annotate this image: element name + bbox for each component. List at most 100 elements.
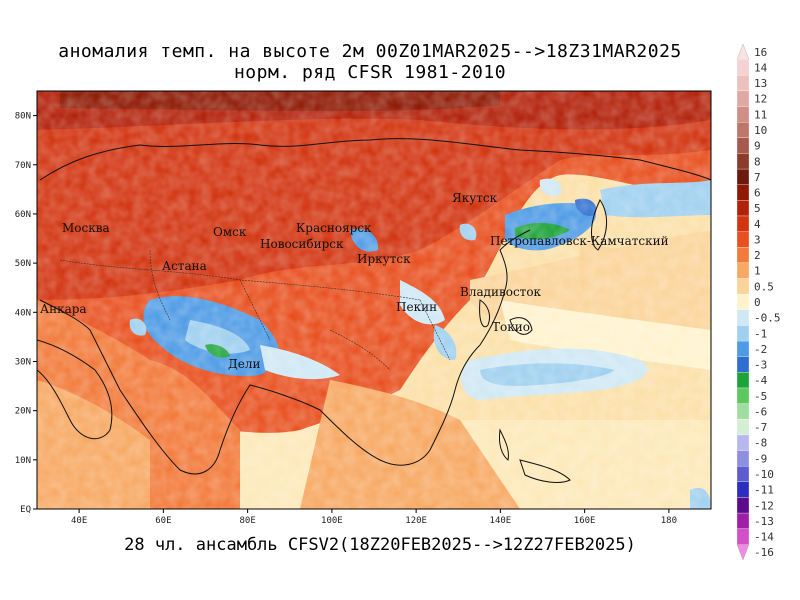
colorbar-swatch — [736, 450, 750, 467]
map-frame — [36, 90, 712, 510]
lat-tick-label: EQ — [20, 505, 31, 515]
colorbar-swatch — [736, 106, 750, 123]
colorbar-label: 0.5 — [754, 280, 774, 293]
city-label: Иркутск — [357, 252, 411, 266]
city-label: Владивосток — [460, 285, 542, 299]
colorbar-swatch — [736, 168, 750, 185]
colorbar-swatch — [736, 403, 750, 420]
colorbar-swatch — [736, 497, 750, 514]
lat-tick-label: 50N — [15, 259, 31, 269]
colorbar-swatch — [736, 434, 750, 451]
colorbar-label: -4 — [754, 374, 768, 387]
colorbar-label: 1 — [754, 265, 761, 278]
colorbar-swatch — [736, 247, 750, 264]
colorbar-label: 3 — [754, 233, 761, 246]
colorbar-label: -6 — [754, 405, 767, 418]
lat-tick-label: 40N — [15, 308, 31, 318]
colorbar-swatch — [736, 512, 750, 529]
colorbar-swatch — [736, 340, 750, 357]
colorbar-swatch — [736, 544, 750, 561]
colorbar-swatch — [736, 43, 750, 60]
lat-tick-label: 70N — [15, 161, 31, 171]
colorbar-swatch — [736, 356, 750, 373]
colorbar-label: 13 — [754, 77, 767, 90]
city-label: Токио — [492, 320, 530, 334]
colorbar-swatch — [736, 200, 750, 217]
colorbar-swatch — [736, 309, 750, 326]
colorbar-swatch — [736, 372, 750, 389]
colorbar-label: 16 — [754, 46, 767, 59]
city-label: Омск — [213, 225, 247, 239]
lon-tick-label: 160E — [574, 516, 596, 526]
lat-tick-label: 60N — [15, 210, 31, 220]
colorbar-swatch — [736, 215, 750, 232]
anomaly-field — [37, 91, 711, 509]
colorbar-label: 6 — [754, 187, 761, 200]
map-title: аномалия темп. на высоте 2м 00Z01MAR2025… — [58, 41, 682, 62]
lon-tick-label: 180 — [661, 516, 677, 526]
colorbar-label: 0 — [754, 296, 761, 309]
colorbar: 16 14 13 12 11 10 9 8 7 6 5 4 3 2 1 0.5 0 -0.5 -1 -2 -3 -4 -5 -… — [736, 43, 781, 561]
colorbar-label: 11 — [754, 108, 767, 121]
lat-tick-label: 30N — [15, 357, 31, 367]
colorbar-label: -10 — [754, 468, 774, 481]
colorbar-label: -13 — [754, 515, 774, 528]
colorbar-label: -7 — [754, 421, 767, 434]
city-label: Якутск — [452, 191, 498, 205]
city-label: Астана — [162, 259, 207, 273]
lon-tick-label: 100E — [321, 516, 343, 526]
colorbar-label: 4 — [754, 218, 761, 231]
colorbar-swatch — [736, 59, 750, 76]
city-label: Дели — [228, 357, 260, 371]
lat-tick-label: 80N — [15, 112, 31, 122]
colorbar-swatch — [736, 75, 750, 92]
colorbar-swatch — [736, 122, 750, 138]
lon-tick-label: 40E — [71, 516, 87, 526]
colorbar-swatch — [736, 294, 750, 310]
colorbar-label: -2 — [754, 343, 767, 356]
lon-tick-label: 60E — [155, 516, 171, 526]
colorbar-swatch — [736, 153, 750, 170]
colorbar-swatch — [736, 90, 750, 107]
colorbar-swatch — [736, 387, 750, 404]
map-footer: 28 чл. ансамбль CFSV2(18Z20FEB2025-->12Z… — [124, 535, 636, 555]
colorbar-swatch — [736, 419, 750, 436]
colorbar-label: 8 — [754, 155, 761, 168]
lat-tick-label: 20N — [15, 407, 31, 417]
colorbar-label: 12 — [754, 93, 767, 106]
colorbar-label: 7 — [754, 171, 761, 184]
city-label: Москва — [62, 221, 110, 235]
colorbar-label: 10 — [754, 124, 767, 137]
lon-tick-label: 140E — [490, 516, 512, 526]
colorbar-swatch — [736, 325, 750, 342]
city-label: Новосибирск — [260, 237, 344, 251]
colorbar-label: -3 — [754, 359, 767, 372]
map-subtitle: норм. ряд CFSR 1981-2010 — [233, 62, 507, 83]
colorbar-label: 2 — [754, 249, 761, 262]
colorbar-swatch — [736, 262, 750, 279]
colorbar-label: 14 — [754, 61, 768, 74]
colorbar-label: -8 — [754, 437, 767, 450]
colorbar-swatch — [736, 481, 750, 498]
colorbar-swatch — [736, 231, 750, 248]
map-axes: 40E 60E 80E 100E 120E 140E 160E 180 EQ 10N 20N 30N 4… — [15, 112, 677, 526]
colorbar-label: -9 — [754, 452, 767, 465]
lon-tick-label: 120E — [405, 516, 427, 526]
city-labels: Москва Омск Красноярск Новосибирск Иркутск Як… — [40, 191, 669, 371]
colorbar-label: -14 — [754, 531, 774, 544]
colorbar-label: -0.5 — [754, 312, 781, 325]
colorbar-swatch — [736, 137, 750, 154]
city-label: Красноярск — [296, 221, 372, 235]
colorbar-swatch — [736, 466, 750, 482]
colorbar-label: -5 — [754, 390, 767, 403]
lon-tick-label: 80E — [239, 516, 255, 526]
city-label: Пекин — [396, 300, 437, 314]
city-label: Анкара — [40, 302, 87, 316]
colorbar-label: -16 — [754, 546, 774, 559]
colorbar-label: -11 — [754, 484, 774, 497]
colorbar-label: -12 — [754, 499, 774, 512]
colorbar-swatch — [736, 278, 750, 295]
coastlines — [37, 138, 711, 483]
colorbar-label: 9 — [754, 140, 761, 153]
